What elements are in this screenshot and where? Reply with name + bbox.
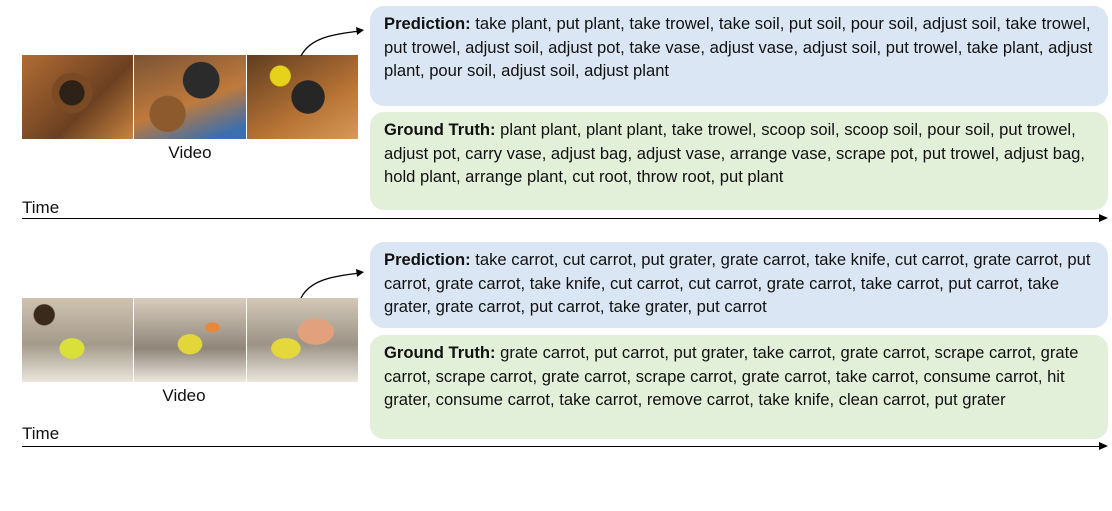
ground-truth-label: Ground Truth:	[384, 343, 496, 362]
example-1: Video Time Prediction: take plant, put p…	[0, 0, 1112, 230]
ground-truth-text: grate carrot, put carrot, put grater, ta…	[384, 343, 1079, 410]
ground-truth-label: Ground Truth:	[384, 120, 496, 139]
video-frame-3	[246, 298, 358, 382]
video-frame-1	[22, 298, 135, 382]
time-axis	[22, 213, 1108, 222]
prediction-label: Prediction:	[384, 250, 471, 269]
video-frame-2	[134, 55, 247, 139]
ground-truth-box: Ground Truth: grate carrot, put carrot, …	[370, 335, 1108, 439]
video-frames	[22, 55, 358, 139]
prediction-box: Prediction: take carrot, cut carrot, put…	[370, 242, 1108, 328]
time-label: Time	[22, 424, 60, 443]
time-axis	[22, 441, 1108, 450]
ground-truth-box: Ground Truth: plant plant, plant plant, …	[370, 112, 1108, 210]
video-label: Video	[168, 143, 212, 162]
video-frame-2	[134, 298, 247, 382]
video-frame-3	[246, 55, 358, 139]
ground-truth-text: plant plant, plant plant, take trowel, s…	[384, 120, 1086, 187]
pointer-arrow	[300, 27, 364, 57]
video-label: Video	[162, 386, 206, 405]
video-frame-1	[22, 55, 135, 139]
prediction-label: Prediction:	[384, 14, 471, 33]
video-frames	[22, 298, 358, 382]
prediction-text: take carrot, cut carrot, put grater, gra…	[384, 250, 1091, 317]
pointer-arrow	[300, 269, 364, 299]
prediction-box: Prediction: take plant, put plant, take …	[370, 6, 1108, 106]
prediction-text: take plant, put plant, take trowel, take…	[384, 14, 1093, 81]
time-label: Time	[22, 198, 60, 217]
